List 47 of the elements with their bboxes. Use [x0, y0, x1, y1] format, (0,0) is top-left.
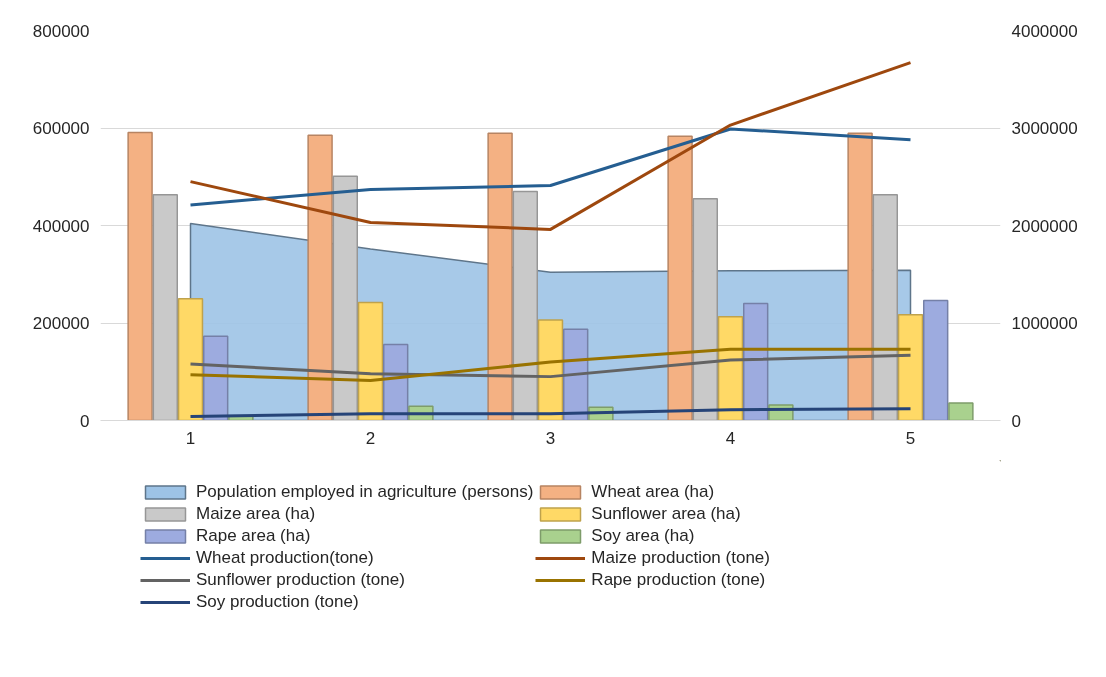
bar: [512, 190, 539, 421]
bar: [357, 301, 384, 421]
bar: [872, 194, 899, 421]
y-tick-label: 0: [80, 411, 90, 431]
y2-tick-label: 0: [1011, 411, 1021, 431]
legend-label: Sunflower area (ha): [591, 504, 741, 524]
x-tick-label: 3: [545, 428, 556, 448]
legend-label: Population employed in agriculture (persons): [196, 482, 534, 502]
line-series: [189, 127, 912, 207]
x-tick-label: 5: [905, 428, 916, 448]
bar: [332, 175, 359, 421]
y2-tick-label: 3000000: [1011, 119, 1078, 138]
y2-tick-label: 2000000: [1011, 216, 1078, 236]
y-tick-label: 200000: [32, 314, 90, 333]
y2-tick-label: 1000000: [1011, 314, 1078, 333]
y-tick-label: 600000: [32, 119, 90, 138]
bar: [922, 299, 949, 421]
line-series: [189, 407, 912, 419]
y-tick-label: 800000: [32, 21, 90, 41]
legend-label: Rape production (tone): [591, 570, 766, 590]
line-series: [189, 353, 912, 379]
bar: [948, 402, 974, 421]
legend-label: Wheat area (ha): [591, 482, 715, 502]
x-tick-label: 1: [185, 428, 196, 448]
y-tick-label: 400000: [32, 216, 90, 236]
bar: [692, 197, 719, 421]
bar: [307, 134, 333, 421]
bar: [177, 297, 204, 421]
y2-tick-label: 4000000: [1011, 21, 1078, 41]
bar: [742, 302, 769, 421]
bar: [487, 132, 513, 421]
bar: [152, 194, 179, 421]
line-series: [189, 61, 912, 231]
legend-label: Maize production (tone): [591, 548, 770, 568]
x-tick-label: 4: [725, 428, 736, 448]
line-series: [189, 347, 912, 383]
legend-label: Soy production (tone): [196, 592, 359, 612]
x-tick-label: 2: [365, 428, 376, 448]
legend-label: Soy area (ha): [591, 526, 695, 546]
legend-label: Wheat production(tone): [196, 548, 374, 568]
bar: [127, 131, 153, 421]
legend-label: Maize area (ha): [196, 504, 316, 524]
bar: [667, 135, 693, 421]
legend-label: Sunflower production (tone): [196, 570, 405, 590]
bar: [897, 313, 924, 421]
bar: [847, 132, 873, 421]
legend-label: Rape area (ha): [196, 526, 311, 546]
